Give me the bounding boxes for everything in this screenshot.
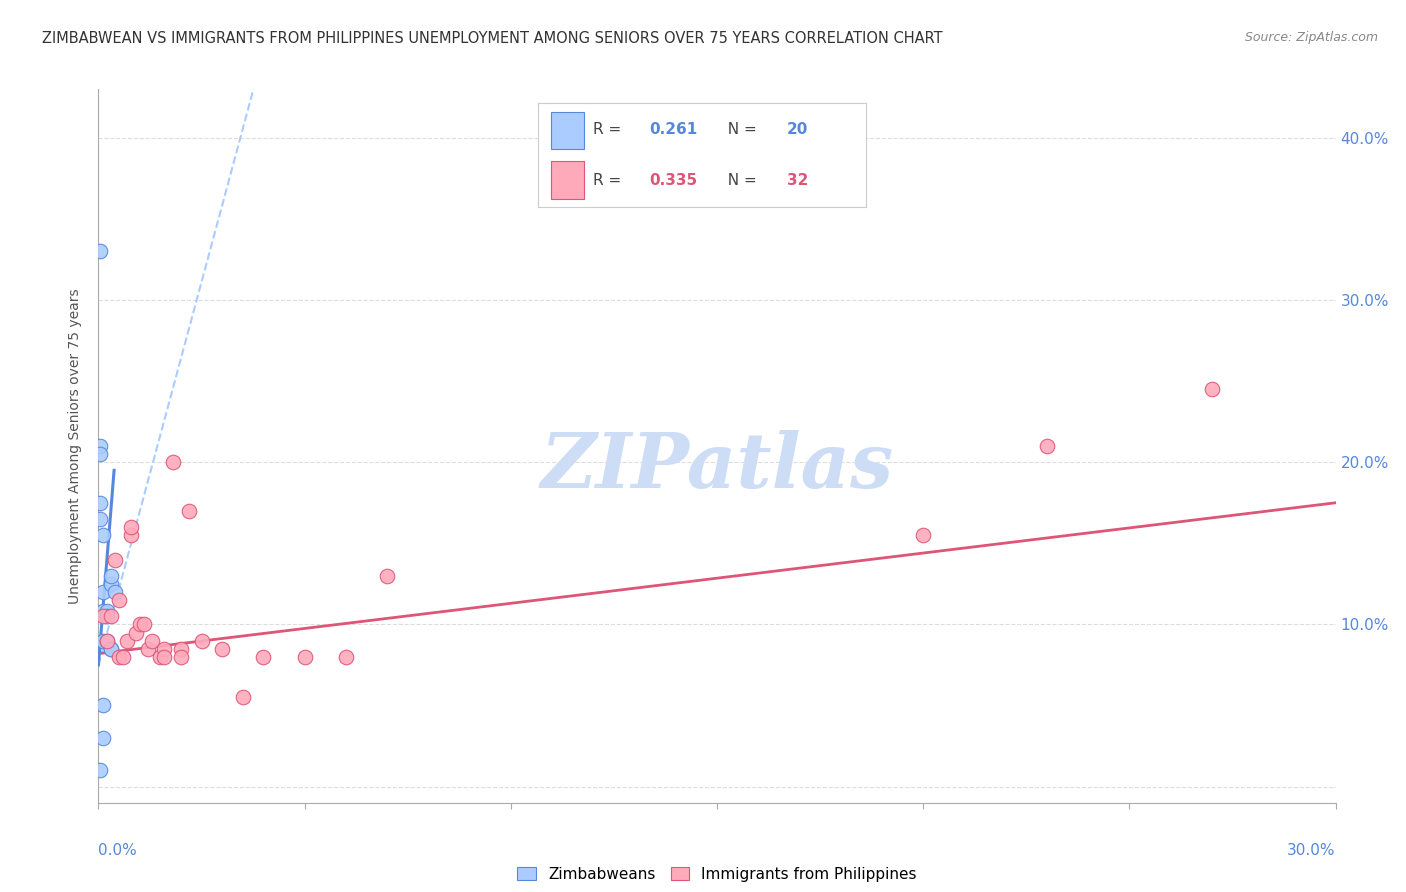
Point [96,604,118,618]
Point [91,609,114,624]
Point [89,244,111,259]
Point [124,625,146,640]
Point [141,633,163,648]
Point [91,698,114,713]
Point [100,641,122,656]
Point [179,504,201,518]
Text: Source: ZipAtlas.com: Source: ZipAtlas.com [1244,31,1378,45]
Point [96,609,118,624]
Point [108,593,131,607]
Point [89,764,111,778]
Legend: Zimbabweans, Immigrants from Philippines: Zimbabweans, Immigrants from Philippines [512,861,922,888]
Point [89,439,111,453]
Point [153,649,176,664]
Text: 30.0%: 30.0% [1288,843,1336,858]
Point [120,528,142,542]
Point [252,649,274,664]
Point [91,731,114,745]
Text: ZIMBABWEAN VS IMMIGRANTS FROM PHILIPPINES UNEMPLOYMENT AMONG SENIORS OVER 75 YEA: ZIMBABWEAN VS IMMIGRANTS FROM PHILIPPINE… [42,31,943,46]
Point [232,690,254,705]
Point [149,649,172,664]
Point [96,633,118,648]
Point [1201,382,1223,396]
Point [89,447,111,461]
Point [128,617,150,632]
Y-axis label: Unemployment Among Seniors over 75 years: Unemployment Among Seniors over 75 years [69,288,83,604]
Point [104,585,127,599]
Point [912,528,935,542]
Point [190,633,212,648]
Text: ZIPatlas: ZIPatlas [540,431,894,504]
Point [162,455,184,469]
Point [294,649,316,664]
Point [100,568,122,582]
Text: 0.0%: 0.0% [98,843,138,858]
Point [91,585,114,599]
Point [1036,439,1059,453]
Point [104,552,127,566]
Point [108,649,131,664]
Point [132,617,155,632]
Point [89,496,111,510]
Point [91,633,114,648]
Point [170,641,193,656]
Point [100,641,122,656]
Point [120,520,142,534]
Point [100,609,122,624]
Point [91,528,114,542]
Point [153,641,176,656]
Point [117,633,139,648]
Point [170,649,193,664]
Point [112,649,135,664]
Point [335,649,357,664]
Point [136,641,159,656]
Point [375,568,398,582]
Point [96,633,118,648]
Point [211,641,233,656]
Point [91,604,114,618]
Point [89,512,111,526]
Point [100,577,122,591]
